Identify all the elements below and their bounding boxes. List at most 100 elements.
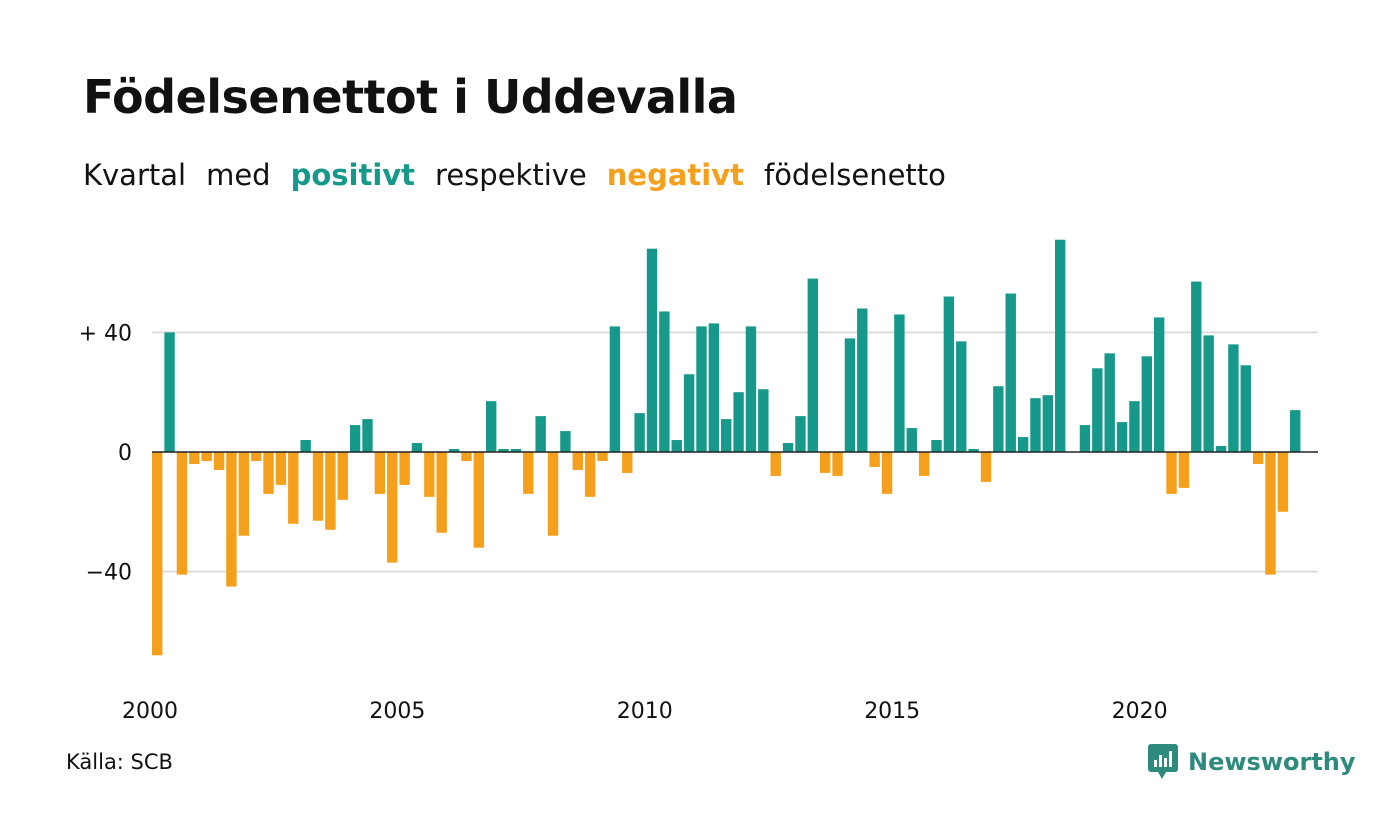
- y-tick-label: 0: [118, 441, 132, 466]
- bar: [176, 452, 188, 575]
- subtitle-part-4: födelsenetto: [763, 158, 946, 192]
- chart-title: Födelsenettot i Uddevalla: [83, 70, 738, 124]
- bar: [659, 311, 670, 452]
- bar: [263, 452, 274, 494]
- bar: [164, 332, 175, 452]
- bar: [1079, 425, 1091, 452]
- bar: [980, 452, 992, 482]
- bar: [1240, 365, 1251, 452]
- bar: [819, 452, 831, 473]
- bar: [894, 314, 905, 452]
- chart-subtitle: Kvartal med positivt respektive negativt föde…: [83, 158, 966, 192]
- bar: [1290, 410, 1301, 452]
- bar: [461, 452, 472, 461]
- x-tick-label: 2015: [864, 699, 920, 724]
- bar: [609, 326, 621, 452]
- subtitle-part-2: med: [206, 158, 271, 192]
- x-tick-label: 2010: [617, 699, 673, 724]
- bar: [1005, 293, 1016, 452]
- bar: [189, 452, 200, 464]
- bar: [436, 452, 447, 533]
- bar: [152, 452, 163, 656]
- bar: [956, 341, 967, 452]
- y-tick-label: + 40: [79, 321, 132, 346]
- bar: [795, 416, 806, 452]
- bar: [782, 443, 794, 452]
- bar: [1228, 344, 1239, 452]
- bar: [362, 419, 373, 452]
- bar: [1141, 356, 1152, 452]
- bar: [584, 452, 596, 497]
- bar: [1203, 335, 1214, 452]
- bar: [844, 338, 856, 452]
- bar: [399, 452, 410, 485]
- bar: [721, 419, 732, 452]
- bar: [1092, 368, 1103, 452]
- bar: [869, 452, 880, 467]
- bar: [498, 449, 509, 452]
- bar: [906, 428, 917, 452]
- bar: [238, 452, 249, 536]
- bar: [696, 326, 707, 452]
- brand-name: Newsworthy: [1188, 748, 1356, 776]
- subtitle-part-1: Kvartal: [83, 158, 187, 192]
- bar: [387, 452, 398, 563]
- bar: [226, 452, 237, 587]
- bar: [1055, 239, 1066, 452]
- bar: [1191, 281, 1202, 452]
- newsworthy-logo: Newsworthy: [1148, 744, 1356, 780]
- bar: [337, 452, 348, 500]
- bar: [1116, 422, 1128, 452]
- bar: [312, 452, 324, 521]
- bar: [510, 449, 522, 452]
- bar: [745, 326, 757, 452]
- bar: [1017, 437, 1029, 452]
- bar: [201, 452, 212, 461]
- bar: [300, 440, 311, 452]
- bar: [857, 308, 868, 452]
- x-tick-label: 2005: [369, 699, 425, 724]
- gridlines: [152, 331, 1318, 573]
- bar: [1252, 452, 1264, 464]
- bar: [671, 440, 682, 452]
- bar: [1129, 401, 1140, 452]
- bar: [1178, 452, 1190, 488]
- bar: [1153, 317, 1165, 452]
- bar: [523, 452, 534, 494]
- source-note: Källa: SCB: [66, 750, 173, 774]
- bar: [1042, 395, 1054, 452]
- bar: [288, 452, 299, 524]
- bar: [275, 452, 287, 485]
- bar: [1277, 452, 1289, 512]
- bars: [152, 239, 1301, 656]
- bar: [832, 452, 843, 476]
- x-tick-label: 2020: [1112, 699, 1168, 724]
- subtitle-part-3: respektive: [435, 158, 587, 192]
- bar: [1215, 446, 1227, 452]
- bar: [213, 452, 225, 470]
- bar: [733, 392, 744, 452]
- bar: [807, 278, 819, 452]
- bar: [374, 452, 386, 494]
- x-tick-label: 2000: [122, 699, 178, 724]
- bar: [560, 431, 571, 452]
- bar: [250, 452, 262, 461]
- bar: [597, 452, 608, 461]
- bar: [708, 323, 720, 452]
- bar: [622, 452, 633, 473]
- bar: [411, 443, 423, 452]
- bar: [881, 452, 893, 494]
- bar: [1030, 398, 1041, 452]
- y-tick-label: −40: [86, 561, 132, 586]
- bar: [968, 449, 979, 452]
- bar: [993, 386, 1004, 452]
- bar: [1104, 353, 1115, 452]
- bar: [770, 452, 781, 476]
- bar: [424, 452, 435, 497]
- bar: [931, 440, 942, 452]
- bar: [572, 452, 583, 470]
- bar: [547, 452, 559, 536]
- bar: [448, 449, 460, 452]
- bar: [349, 425, 361, 452]
